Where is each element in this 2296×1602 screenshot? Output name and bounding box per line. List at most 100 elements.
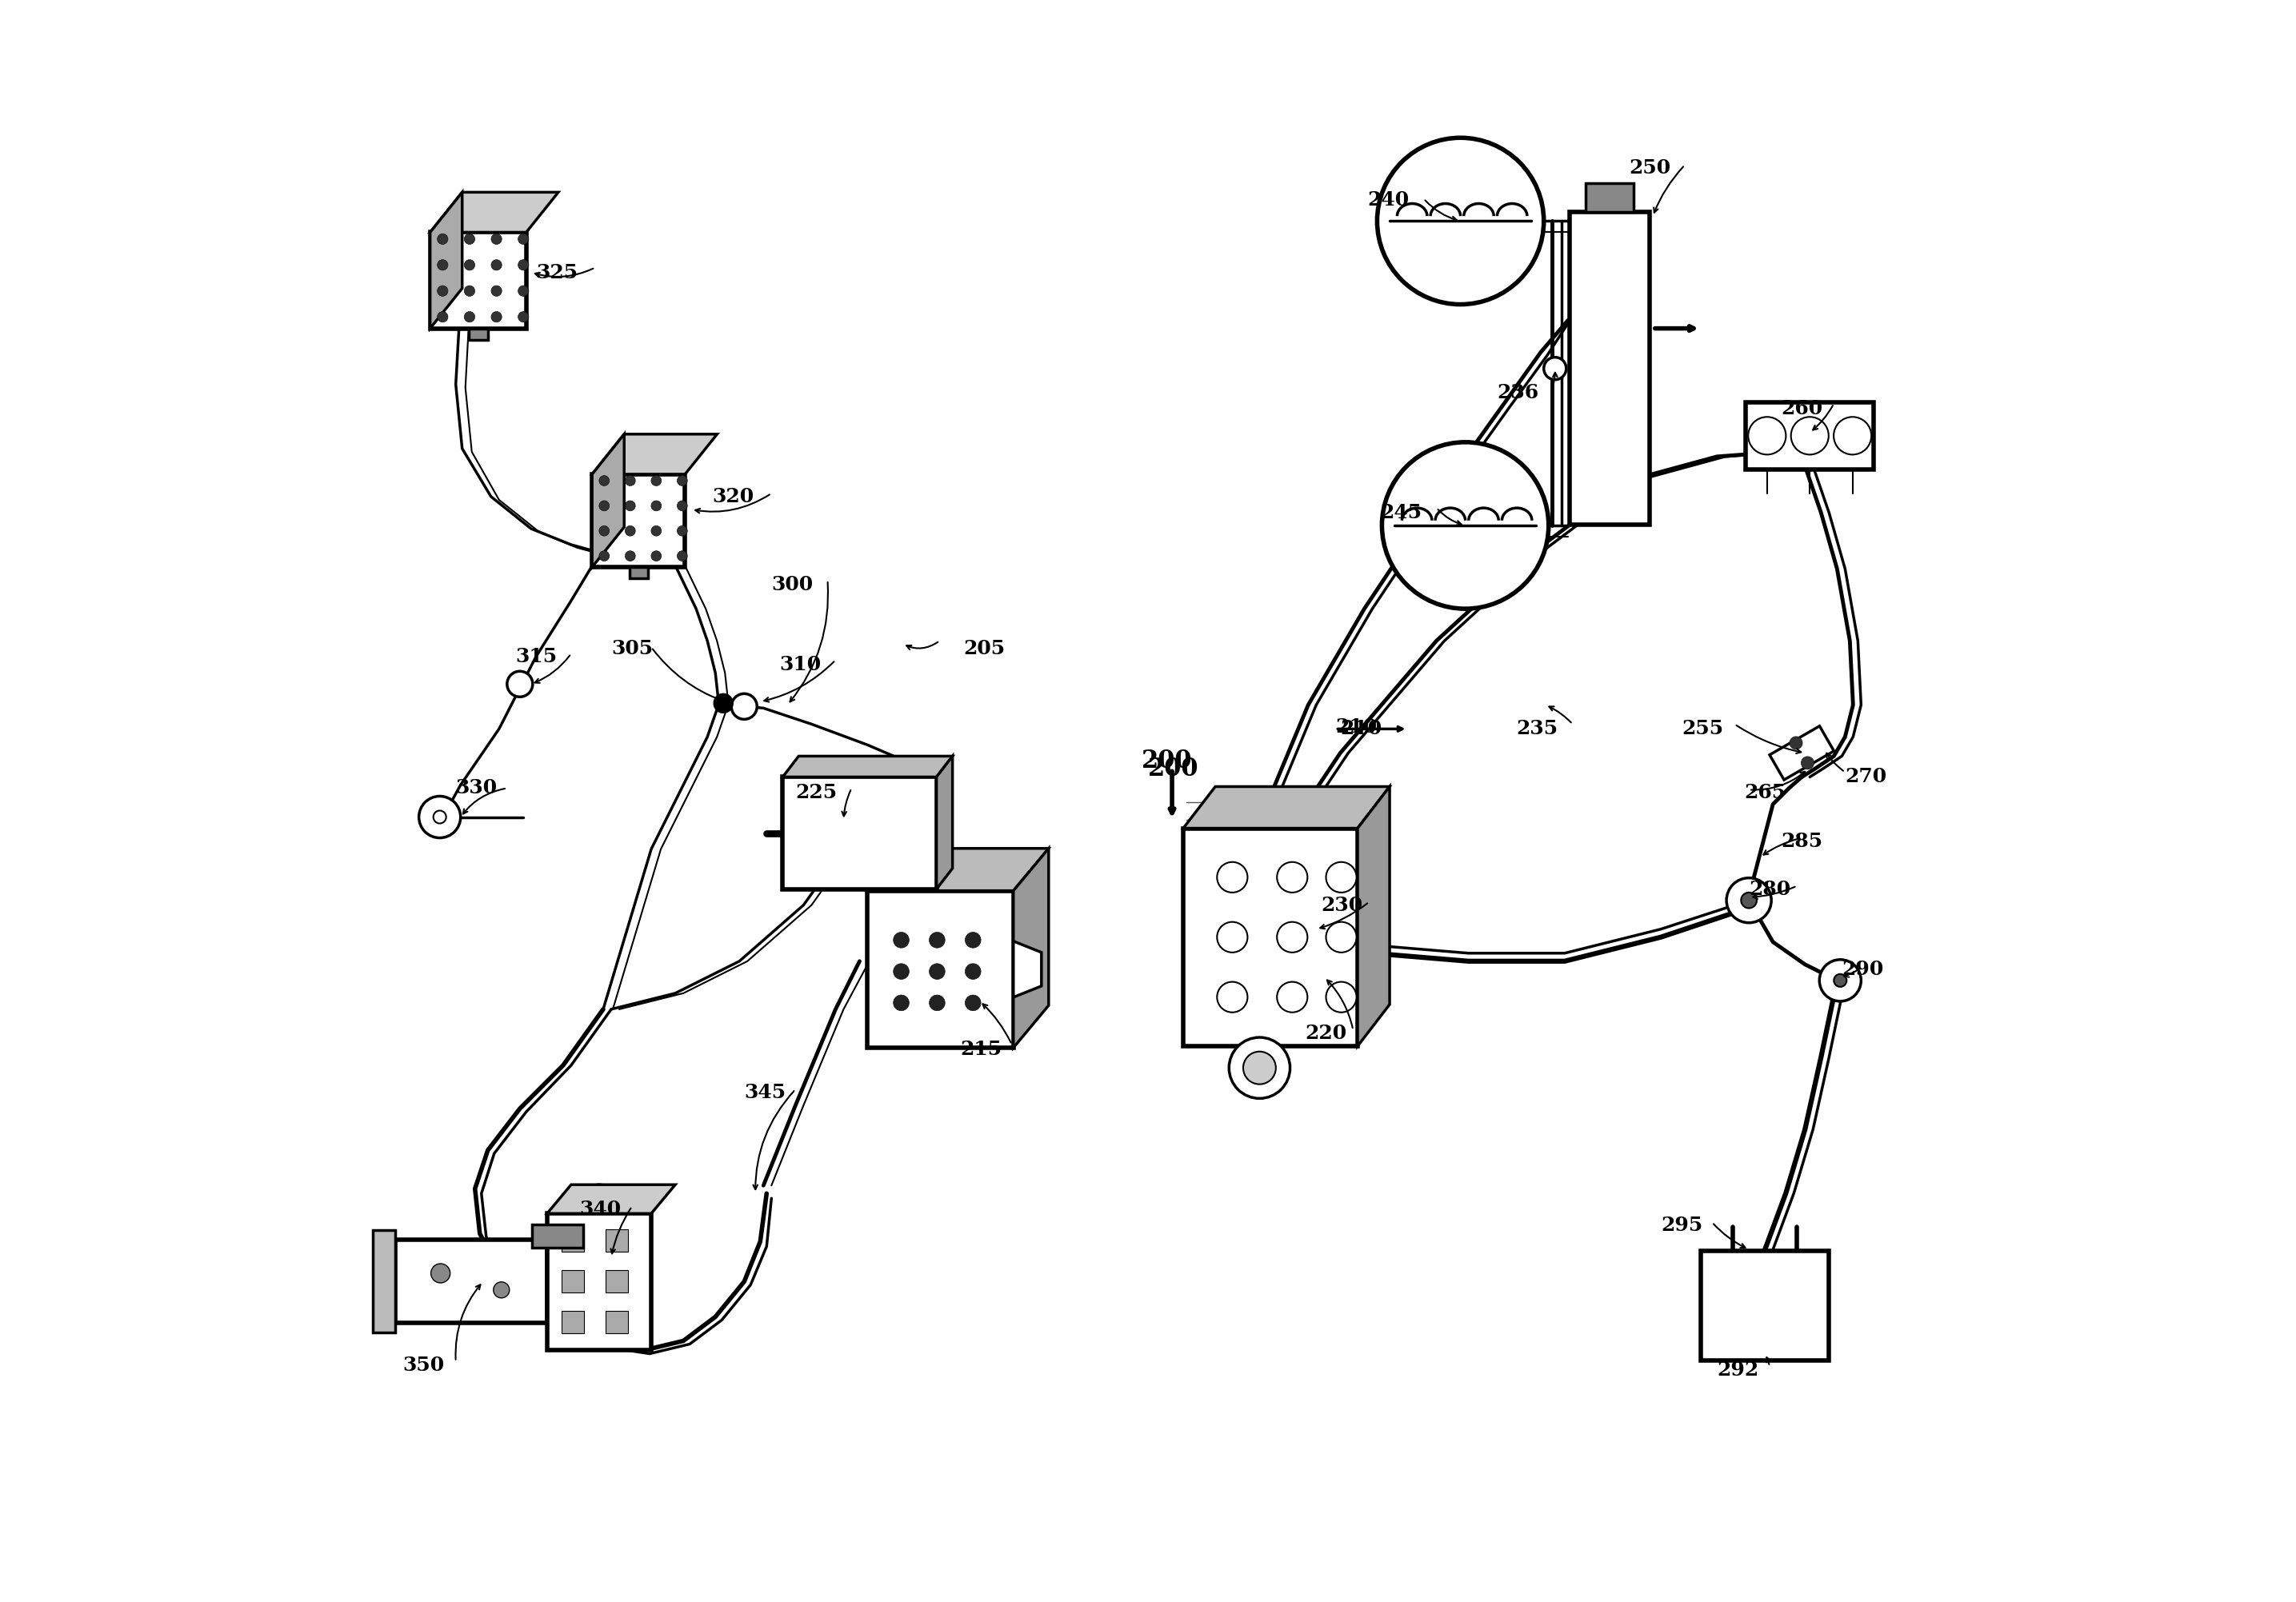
Polygon shape [546, 1185, 675, 1214]
Polygon shape [1701, 1251, 1830, 1360]
Circle shape [519, 285, 528, 296]
Circle shape [436, 285, 448, 296]
Polygon shape [606, 1270, 629, 1293]
Circle shape [432, 1264, 450, 1283]
Circle shape [625, 525, 636, 537]
Text: 270: 270 [1846, 767, 1887, 787]
Circle shape [625, 501, 636, 511]
Text: 265: 265 [1745, 783, 1786, 803]
Text: 215: 215 [960, 1040, 1003, 1059]
Circle shape [677, 501, 687, 511]
Circle shape [519, 260, 528, 271]
Polygon shape [868, 849, 1049, 891]
Circle shape [1277, 862, 1306, 892]
Text: 250: 250 [1628, 159, 1671, 178]
Circle shape [1277, 982, 1306, 1012]
Polygon shape [429, 192, 461, 328]
Polygon shape [563, 1230, 585, 1253]
Circle shape [491, 234, 503, 245]
Circle shape [964, 932, 980, 948]
Text: 310: 310 [778, 655, 822, 674]
Circle shape [599, 476, 608, 485]
Circle shape [436, 260, 448, 271]
Circle shape [625, 551, 636, 561]
Text: 292: 292 [1717, 1360, 1759, 1379]
Circle shape [652, 501, 661, 511]
Circle shape [714, 694, 732, 713]
Polygon shape [533, 1224, 583, 1248]
Polygon shape [1745, 402, 1874, 469]
Circle shape [1277, 921, 1306, 953]
Polygon shape [629, 567, 647, 578]
Circle shape [652, 476, 661, 485]
Circle shape [1217, 982, 1247, 1012]
Text: 315: 315 [514, 647, 556, 666]
Circle shape [732, 694, 758, 719]
Circle shape [1835, 974, 1846, 987]
Circle shape [599, 501, 608, 511]
Circle shape [1791, 417, 1828, 455]
Circle shape [585, 1184, 613, 1211]
Circle shape [599, 551, 608, 561]
Polygon shape [937, 756, 953, 889]
Text: 300: 300 [771, 575, 813, 594]
Circle shape [464, 260, 475, 271]
Circle shape [491, 260, 503, 271]
Circle shape [1327, 982, 1357, 1012]
Circle shape [677, 476, 687, 485]
Circle shape [1382, 442, 1548, 609]
Circle shape [1242, 1051, 1277, 1085]
Circle shape [1835, 417, 1871, 455]
Polygon shape [372, 1230, 395, 1333]
Text: 325: 325 [535, 263, 579, 282]
Polygon shape [1770, 726, 1835, 780]
Text: 230: 230 [1320, 896, 1364, 915]
Polygon shape [1013, 849, 1049, 1048]
Text: 350: 350 [402, 1355, 445, 1375]
Text: 280: 280 [1750, 879, 1791, 899]
Circle shape [507, 671, 533, 697]
Text: 210: 210 [1341, 719, 1382, 739]
Polygon shape [606, 1310, 629, 1333]
Circle shape [1543, 357, 1566, 380]
Circle shape [1747, 417, 1786, 455]
Text: 200: 200 [1141, 748, 1192, 774]
Polygon shape [546, 1214, 652, 1349]
Polygon shape [563, 1310, 585, 1333]
Circle shape [652, 551, 661, 561]
Circle shape [1818, 960, 1862, 1001]
Circle shape [1727, 878, 1770, 923]
Polygon shape [1587, 184, 1632, 211]
Text: 330: 330 [457, 779, 498, 798]
Circle shape [434, 811, 445, 823]
Polygon shape [468, 328, 487, 340]
Polygon shape [606, 1230, 629, 1253]
Polygon shape [868, 891, 1013, 1048]
Text: 210: 210 [1336, 718, 1378, 737]
Circle shape [418, 796, 461, 838]
Circle shape [930, 964, 946, 979]
Circle shape [1217, 862, 1247, 892]
Text: 345: 345 [744, 1083, 785, 1102]
Circle shape [519, 312, 528, 322]
Text: 235: 235 [1518, 719, 1559, 739]
Circle shape [1228, 1038, 1290, 1099]
Text: 236: 236 [1497, 383, 1538, 402]
Text: 260: 260 [1782, 399, 1823, 418]
Circle shape [436, 312, 448, 322]
Circle shape [491, 285, 503, 296]
Circle shape [964, 995, 980, 1011]
Circle shape [1789, 737, 1802, 750]
Circle shape [930, 995, 946, 1011]
Text: 240: 240 [1368, 191, 1410, 210]
Polygon shape [783, 777, 937, 889]
Polygon shape [1182, 787, 1389, 828]
Polygon shape [395, 1240, 546, 1323]
Polygon shape [563, 1270, 585, 1293]
Circle shape [464, 312, 475, 322]
Polygon shape [592, 434, 625, 567]
Circle shape [436, 234, 448, 245]
Circle shape [1327, 921, 1357, 953]
Text: 255: 255 [1681, 719, 1724, 739]
Circle shape [625, 476, 636, 485]
